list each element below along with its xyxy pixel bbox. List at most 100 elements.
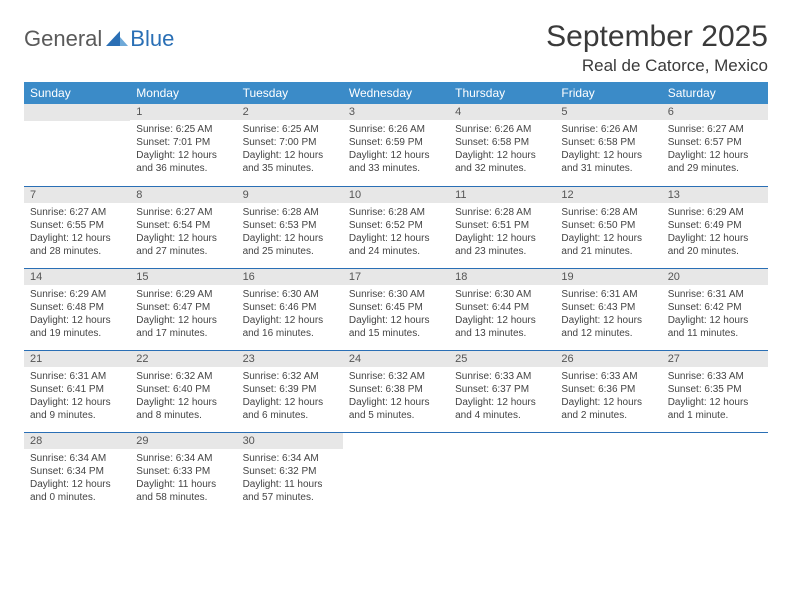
sunrise-text: Sunrise: 6:26 AM <box>561 123 655 136</box>
calendar-cell: 29Sunrise: 6:34 AMSunset: 6:33 PMDayligh… <box>130 432 236 514</box>
day-number: 14 <box>24 269 130 285</box>
sunset-text: Sunset: 6:33 PM <box>136 465 230 478</box>
calendar-cell: 28Sunrise: 6:34 AMSunset: 6:34 PMDayligh… <box>24 432 130 514</box>
sunrise-text: Sunrise: 6:26 AM <box>349 123 443 136</box>
sunset-text: Sunset: 6:48 PM <box>30 301 124 314</box>
title-block: September 2025 Real de Catorce, Mexico <box>546 20 768 76</box>
day-details: Sunrise: 6:33 AMSunset: 6:36 PMDaylight:… <box>555 367 661 426</box>
sunset-text: Sunset: 6:58 PM <box>455 136 549 149</box>
daylight-text: and 12 minutes. <box>561 327 655 340</box>
daylight-text: Daylight: 12 hours <box>561 232 655 245</box>
calendar-cell: 6Sunrise: 6:27 AMSunset: 6:57 PMDaylight… <box>662 104 768 186</box>
daylight-text: and 25 minutes. <box>243 245 337 258</box>
day-details: Sunrise: 6:33 AMSunset: 6:35 PMDaylight:… <box>662 367 768 426</box>
day-details: Sunrise: 6:28 AMSunset: 6:51 PMDaylight:… <box>449 203 555 262</box>
day-number: 9 <box>237 187 343 203</box>
daylight-text: and 24 minutes. <box>349 245 443 258</box>
daylight-text: and 13 minutes. <box>455 327 549 340</box>
sunrise-text: Sunrise: 6:31 AM <box>30 370 124 383</box>
daylight-text: Daylight: 12 hours <box>561 314 655 327</box>
sunrise-text: Sunrise: 6:32 AM <box>136 370 230 383</box>
day-number: 6 <box>662 104 768 120</box>
sunset-text: Sunset: 6:35 PM <box>668 383 762 396</box>
day-number: 22 <box>130 351 236 367</box>
calendar-cell: 26Sunrise: 6:33 AMSunset: 6:36 PMDayligh… <box>555 350 661 432</box>
sunrise-text: Sunrise: 6:28 AM <box>455 206 549 219</box>
sunset-text: Sunset: 6:51 PM <box>455 219 549 232</box>
daylight-text: and 0 minutes. <box>30 491 124 504</box>
day-number: 8 <box>130 187 236 203</box>
month-title: September 2025 <box>546 20 768 54</box>
sunrise-text: Sunrise: 6:30 AM <box>455 288 549 301</box>
sunrise-text: Sunrise: 6:28 AM <box>349 206 443 219</box>
calendar-cell: 20Sunrise: 6:31 AMSunset: 6:42 PMDayligh… <box>662 268 768 350</box>
daylight-text: Daylight: 12 hours <box>349 396 443 409</box>
day-number: 28 <box>24 433 130 449</box>
daylight-text: Daylight: 12 hours <box>243 396 337 409</box>
daylight-text: Daylight: 12 hours <box>455 314 549 327</box>
day-number: 19 <box>555 269 661 285</box>
daylight-text: Daylight: 12 hours <box>668 314 762 327</box>
sunset-text: Sunset: 6:49 PM <box>668 219 762 232</box>
day-details: Sunrise: 6:27 AMSunset: 6:57 PMDaylight:… <box>662 120 768 179</box>
logo-triangle-icon <box>106 28 128 51</box>
day-details: Sunrise: 6:32 AMSunset: 6:38 PMDaylight:… <box>343 367 449 426</box>
sunset-text: Sunset: 6:37 PM <box>455 383 549 396</box>
sunrise-text: Sunrise: 6:31 AM <box>561 288 655 301</box>
calendar-table: Sunday Monday Tuesday Wednesday Thursday… <box>24 82 768 514</box>
sunset-text: Sunset: 6:53 PM <box>243 219 337 232</box>
day-number: 25 <box>449 351 555 367</box>
daylight-text: Daylight: 12 hours <box>136 396 230 409</box>
sunset-text: Sunset: 6:39 PM <box>243 383 337 396</box>
day-details: Sunrise: 6:34 AMSunset: 6:33 PMDaylight:… <box>130 449 236 508</box>
daylight-text: and 27 minutes. <box>136 245 230 258</box>
empty-day-bar <box>555 433 661 450</box>
day-number: 23 <box>237 351 343 367</box>
day-details: Sunrise: 6:25 AMSunset: 7:01 PMDaylight:… <box>130 120 236 179</box>
sunset-text: Sunset: 6:58 PM <box>561 136 655 149</box>
sunrise-text: Sunrise: 6:32 AM <box>349 370 443 383</box>
sunrise-text: Sunrise: 6:29 AM <box>668 206 762 219</box>
empty-day-bar <box>24 104 130 121</box>
day-details: Sunrise: 6:30 AMSunset: 6:46 PMDaylight:… <box>237 285 343 344</box>
sunrise-text: Sunrise: 6:27 AM <box>136 206 230 219</box>
logo-text-blue: Blue <box>130 26 174 52</box>
daylight-text: Daylight: 11 hours <box>136 478 230 491</box>
calendar-cell: 27Sunrise: 6:33 AMSunset: 6:35 PMDayligh… <box>662 350 768 432</box>
sunset-text: Sunset: 6:38 PM <box>349 383 443 396</box>
day-details: Sunrise: 6:28 AMSunset: 6:52 PMDaylight:… <box>343 203 449 262</box>
calendar-cell: 25Sunrise: 6:33 AMSunset: 6:37 PMDayligh… <box>449 350 555 432</box>
sunset-text: Sunset: 6:32 PM <box>243 465 337 478</box>
daylight-text: and 6 minutes. <box>243 409 337 422</box>
daylight-text: and 35 minutes. <box>243 162 337 175</box>
sunset-text: Sunset: 6:46 PM <box>243 301 337 314</box>
calendar-cell: 17Sunrise: 6:30 AMSunset: 6:45 PMDayligh… <box>343 268 449 350</box>
day-number: 21 <box>24 351 130 367</box>
daylight-text: Daylight: 12 hours <box>30 232 124 245</box>
daylight-text: and 16 minutes. <box>243 327 337 340</box>
sunrise-text: Sunrise: 6:25 AM <box>243 123 337 136</box>
calendar-cell: 11Sunrise: 6:28 AMSunset: 6:51 PMDayligh… <box>449 186 555 268</box>
daylight-text: Daylight: 12 hours <box>349 149 443 162</box>
day-details: Sunrise: 6:31 AMSunset: 6:42 PMDaylight:… <box>662 285 768 344</box>
calendar-week-row: 14Sunrise: 6:29 AMSunset: 6:48 PMDayligh… <box>24 268 768 350</box>
daylight-text: and 8 minutes. <box>136 409 230 422</box>
calendar-cell: 24Sunrise: 6:32 AMSunset: 6:38 PMDayligh… <box>343 350 449 432</box>
day-details: Sunrise: 6:28 AMSunset: 6:53 PMDaylight:… <box>237 203 343 262</box>
day-details: Sunrise: 6:30 AMSunset: 6:45 PMDaylight:… <box>343 285 449 344</box>
day-number: 5 <box>555 104 661 120</box>
calendar-cell: 18Sunrise: 6:30 AMSunset: 6:44 PMDayligh… <box>449 268 555 350</box>
calendar-cell: 21Sunrise: 6:31 AMSunset: 6:41 PMDayligh… <box>24 350 130 432</box>
calendar-week-row: 1Sunrise: 6:25 AMSunset: 7:01 PMDaylight… <box>24 104 768 186</box>
calendar-cell: 15Sunrise: 6:29 AMSunset: 6:47 PMDayligh… <box>130 268 236 350</box>
daylight-text: and 5 minutes. <box>349 409 443 422</box>
daylight-text: and 20 minutes. <box>668 245 762 258</box>
daylight-text: Daylight: 12 hours <box>243 232 337 245</box>
day-number: 30 <box>237 433 343 449</box>
day-details: Sunrise: 6:26 AMSunset: 6:58 PMDaylight:… <box>555 120 661 179</box>
sunrise-text: Sunrise: 6:28 AM <box>243 206 337 219</box>
daylight-text: Daylight: 12 hours <box>455 149 549 162</box>
daylight-text: Daylight: 12 hours <box>668 396 762 409</box>
day-details: Sunrise: 6:34 AMSunset: 6:32 PMDaylight:… <box>237 449 343 508</box>
sunrise-text: Sunrise: 6:26 AM <box>455 123 549 136</box>
